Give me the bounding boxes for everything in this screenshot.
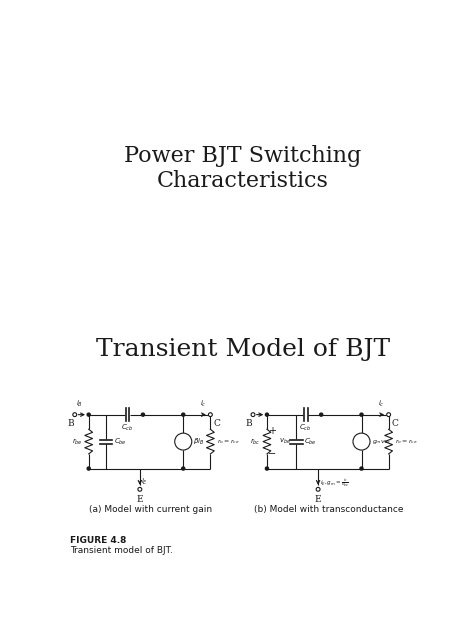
Circle shape [182,467,185,470]
Text: $i_E, g_m = \frac{i_c}{v_{be}}$: $i_E, g_m = \frac{i_c}{v_{be}}$ [319,477,348,489]
Text: $i_c$: $i_c$ [200,399,206,410]
Text: FIGURE 4.8: FIGURE 4.8 [70,537,127,545]
Text: B: B [67,419,74,428]
Text: +: + [268,426,275,436]
Circle shape [360,413,363,416]
Text: $r_o = r_{ce}$: $r_o = r_{ce}$ [217,437,239,446]
Circle shape [138,487,142,491]
Text: $C_{be}$: $C_{be}$ [304,437,317,447]
Text: C: C [213,419,220,428]
Circle shape [141,413,145,416]
Circle shape [319,413,323,416]
Text: Power BJT Switching
Characteristics: Power BJT Switching Characteristics [124,145,362,192]
Text: E: E [137,495,143,504]
Text: B: B [246,419,252,428]
Text: $r_{bc}$: $r_{bc}$ [250,437,261,447]
Text: (a) Model with current gain: (a) Model with current gain [89,505,212,514]
Circle shape [316,487,320,491]
Text: $C_{cb}$: $C_{cb}$ [300,423,312,434]
Text: $r_{be}$: $r_{be}$ [72,437,82,447]
Text: $i_E$: $i_E$ [141,477,148,487]
Text: Transient Model of BJT: Transient Model of BJT [96,337,390,361]
Text: (b) Model with transconductance: (b) Model with transconductance [254,505,403,514]
Circle shape [87,467,90,470]
Text: $\beta i_B$: $\beta i_B$ [193,437,205,447]
Text: Transient model of BJT.: Transient model of BJT. [70,545,173,554]
Text: $v_{be}$: $v_{be}$ [279,437,292,446]
Text: C: C [392,419,399,428]
Circle shape [387,413,391,416]
Circle shape [265,413,268,416]
Circle shape [175,433,192,450]
Text: $i_B$: $i_B$ [76,399,83,410]
Text: $r_o = r_{ce}$: $r_o = r_{ce}$ [395,437,418,446]
Text: $g_m v_{be}$: $g_m v_{be}$ [372,437,391,446]
Circle shape [251,413,255,416]
Text: $C_{be}$: $C_{be}$ [113,437,126,447]
Text: E: E [315,495,321,504]
Circle shape [360,467,363,470]
Text: $i_c$: $i_c$ [378,399,384,410]
Circle shape [209,413,212,416]
Circle shape [353,433,370,450]
Text: $C_{cb}$: $C_{cb}$ [121,423,134,434]
Circle shape [182,413,185,416]
Text: $-$: $-$ [267,447,276,458]
Circle shape [73,413,77,416]
Circle shape [87,413,90,416]
Circle shape [265,467,268,470]
